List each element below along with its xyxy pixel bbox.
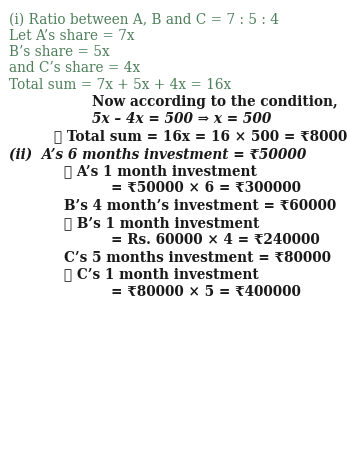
Text: and C’s share = 4x: and C’s share = 4x — [9, 61, 140, 75]
Text: C’s 5 months investment = ₹80000: C’s 5 months investment = ₹80000 — [64, 251, 331, 265]
Text: Total sum = 7x + 5x + 4x = 16x: Total sum = 7x + 5x + 4x = 16x — [9, 78, 231, 92]
Text: ∴ A’s 1 month investment: ∴ A’s 1 month investment — [64, 164, 257, 178]
Text: 5x – 4x = 500 ⇒ x = 500: 5x – 4x = 500 ⇒ x = 500 — [92, 112, 271, 126]
Text: Now according to the condition,: Now according to the condition, — [92, 95, 338, 110]
Text: (ii)  A’s 6 months investment = ₹50000: (ii) A’s 6 months investment = ₹50000 — [9, 147, 306, 161]
Text: B’s 4 month’s investment = ₹60000: B’s 4 month’s investment = ₹60000 — [64, 199, 337, 213]
Text: ∴ B’s 1 month investment: ∴ B’s 1 month investment — [64, 216, 260, 230]
Text: = Rs. 60000 × 4 = ₹240000: = Rs. 60000 × 4 = ₹240000 — [111, 233, 320, 247]
Text: = ₹80000 × 5 = ₹400000: = ₹80000 × 5 = ₹400000 — [111, 285, 301, 299]
Text: ∴ Total sum = 16x = 16 × 500 = ₹8000: ∴ Total sum = 16x = 16 × 500 = ₹8000 — [54, 129, 347, 143]
Text: = ₹50000 × 6 = ₹300000: = ₹50000 × 6 = ₹300000 — [111, 181, 301, 195]
Text: (i) Ratio between A, B and C = 7 : 5 : 4: (i) Ratio between A, B and C = 7 : 5 : 4 — [9, 13, 279, 27]
Text: ∴ C’s 1 month investment: ∴ C’s 1 month investment — [64, 268, 259, 282]
Text: Let A’s share = 7x: Let A’s share = 7x — [9, 29, 134, 43]
Text: B’s share = 5x: B’s share = 5x — [9, 45, 109, 59]
